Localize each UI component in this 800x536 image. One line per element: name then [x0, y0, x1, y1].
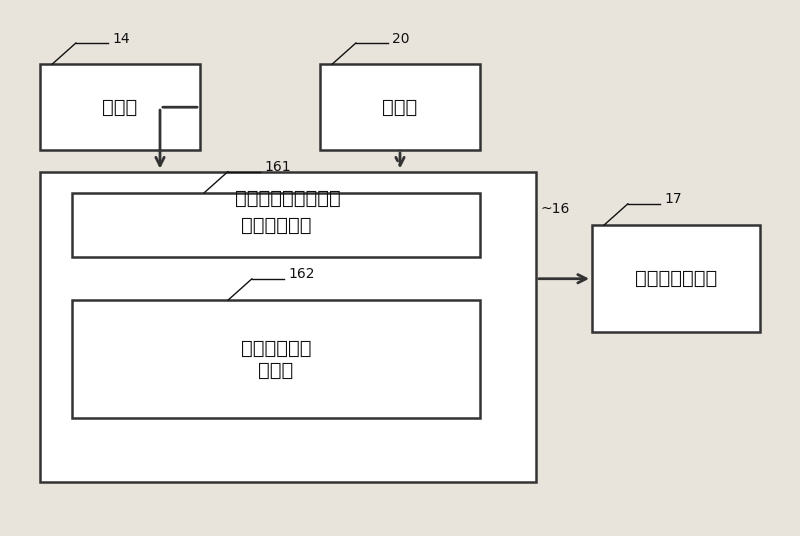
Text: ~16: ~16 [540, 202, 570, 216]
Text: 记录部: 记录部 [102, 98, 138, 117]
Text: 20: 20 [392, 32, 410, 46]
Text: 162: 162 [288, 267, 314, 281]
Text: 轮廓边缘检测部: 轮廓边缘检测部 [635, 269, 717, 288]
Text: 161: 161 [264, 160, 290, 174]
Bar [72, 300, 480, 418]
Bar [592, 225, 760, 332]
Bar [40, 172, 536, 482]
Text: 17: 17 [664, 192, 682, 206]
Text: 轮廓候选边缘
选择部: 轮廓候选边缘 选择部 [241, 339, 311, 379]
Bar [72, 193, 480, 257]
Text: 14: 14 [112, 32, 130, 46]
Bar [320, 64, 480, 150]
Text: 轮廓候选边缘检测部: 轮廓候选边缘检测部 [235, 189, 341, 208]
Text: 控制部: 控制部 [382, 98, 418, 117]
Text: 线边缘提取部: 线边缘提取部 [241, 215, 311, 235]
Bar [40, 64, 200, 150]
